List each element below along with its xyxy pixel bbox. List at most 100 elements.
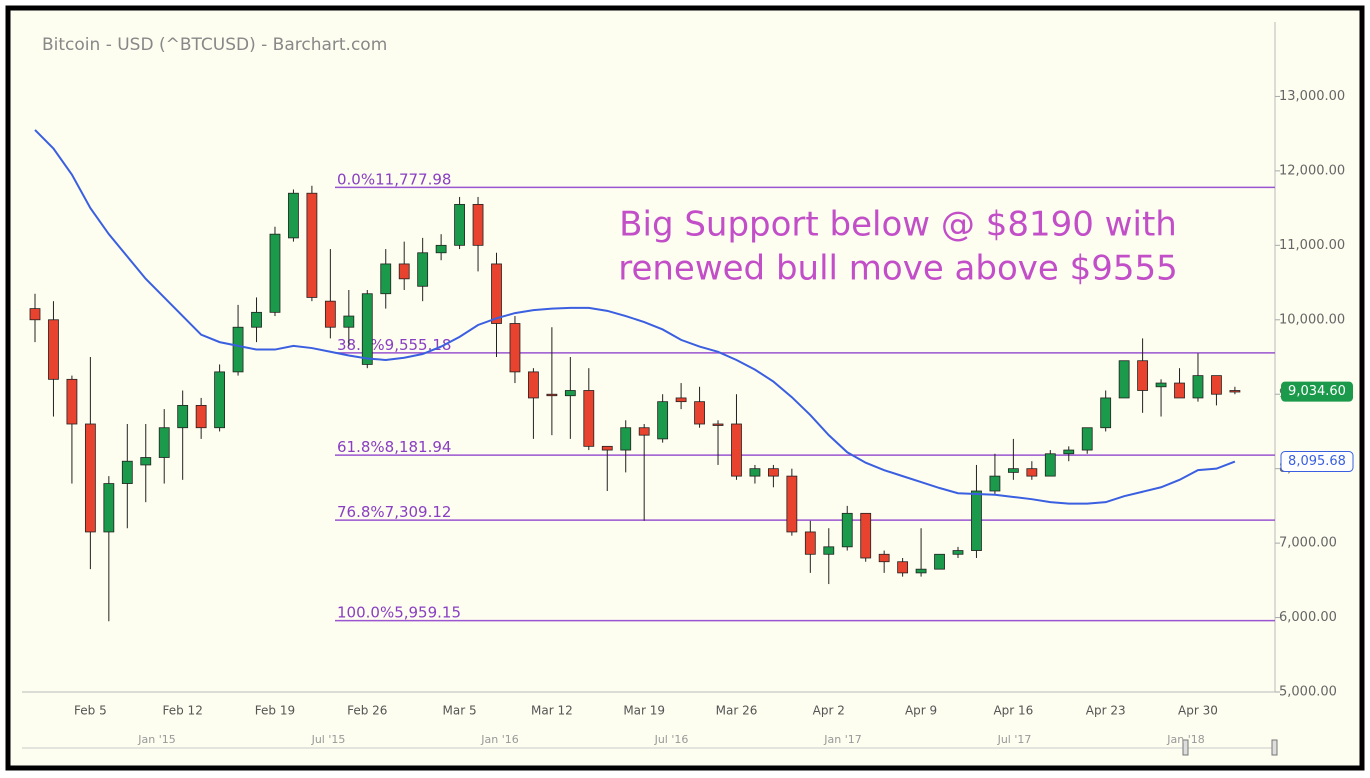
candle-body — [306, 192, 318, 298]
moving-average — [34, 129, 1236, 505]
x-tick-label: Feb 26 — [347, 704, 387, 718]
candle-body — [860, 512, 872, 559]
candle-body — [288, 192, 299, 239]
candle-body — [768, 468, 779, 477]
candle-body — [583, 390, 595, 447]
navigator-label: Jan '18 — [1166, 733, 1204, 746]
annotation: Big Support below @ $8190 with — [619, 205, 1177, 245]
fib-label: 61.8%8,181.94 — [337, 438, 451, 456]
candle-body — [103, 483, 115, 533]
fib-value: 7,309.12 — [385, 503, 452, 521]
x-tick-label: Feb 19 — [255, 704, 295, 718]
candle-body — [528, 371, 539, 399]
candle-body — [1229, 390, 1241, 393]
ma-last-box — [1280, 451, 1354, 473]
candle-body — [398, 263, 410, 280]
candle-body — [1155, 382, 1167, 388]
y-tick-label: 7,000.00 — [1279, 536, 1337, 551]
candle-body — [1137, 360, 1148, 391]
candle-body — [214, 371, 226, 429]
candle-body — [140, 457, 152, 466]
candle-body — [823, 546, 835, 555]
ma-last-label: 8,095.68 — [1288, 454, 1346, 469]
x-tick-label: Mar 26 — [716, 704, 758, 718]
x-tick-label: Apr 23 — [1086, 704, 1126, 718]
candle-body — [546, 393, 558, 397]
candle-body — [564, 390, 576, 397]
candle-body — [509, 323, 521, 373]
candle-body — [1192, 375, 1204, 399]
candle-body — [1211, 375, 1222, 395]
candle-body — [232, 326, 244, 373]
candle-body — [84, 423, 96, 533]
candle-body — [491, 263, 502, 324]
navigator-label: Jul '17 — [997, 733, 1032, 746]
candle-body — [269, 233, 281, 313]
candle-body — [638, 427, 650, 436]
fib-value: 9,555.18 — [385, 335, 452, 353]
candle-body — [897, 561, 909, 574]
candle-body — [177, 404, 189, 429]
candle-body — [915, 568, 927, 574]
candle-body — [1118, 360, 1130, 399]
candle-body — [435, 244, 447, 254]
y-tick-label: 6,000.00 — [1279, 610, 1337, 625]
fib-percent: 0.0% — [337, 170, 375, 188]
navigator-label: Jan '15 — [137, 733, 175, 746]
candle-body — [29, 308, 41, 321]
candle-body — [620, 427, 632, 451]
candle-body — [786, 475, 798, 533]
candle-body — [195, 404, 207, 429]
candle-body — [989, 475, 1001, 492]
candle-body — [380, 263, 392, 295]
candle-body — [675, 397, 687, 403]
candle-body — [1100, 397, 1112, 429]
y-tick-label: 10,000.00 — [1279, 312, 1345, 327]
x-tick-label: Apr 30 — [1178, 704, 1218, 718]
candle-body — [1174, 382, 1185, 399]
x-tick-label: Mar 5 — [443, 704, 477, 718]
last-price-label: 9,034.60 — [1288, 384, 1346, 399]
y-tick-label: 5,000.00 — [1279, 685, 1337, 700]
fib-value: 11,777.98 — [375, 170, 451, 188]
candle-body — [841, 512, 853, 548]
candle-body — [251, 311, 262, 328]
frame — [5, 5, 1365, 771]
candle-body — [417, 252, 429, 287]
navigator-handle[interactable] — [1271, 739, 1278, 756]
candle-body — [1044, 453, 1056, 477]
navigator-handle[interactable] — [1182, 739, 1189, 756]
candle-body — [971, 490, 982, 551]
fib-percent: 76.8% — [337, 503, 385, 521]
candle-body — [121, 460, 133, 484]
x-tick-label: Feb 5 — [74, 704, 107, 718]
candle-body — [601, 445, 613, 451]
x-tick-label: Apr 2 — [813, 704, 845, 718]
candle-body — [1063, 449, 1075, 455]
candle-body — [361, 293, 373, 365]
navigator-label: Jul '15 — [311, 733, 346, 746]
fib-percent: 100.0% — [337, 603, 394, 621]
candle-body — [472, 203, 484, 246]
candle-body — [1026, 468, 1038, 477]
navigator-label: Jul '16 — [654, 733, 689, 746]
fib-value: 8,181.94 — [385, 438, 452, 456]
x-tick-label: Mar 12 — [531, 704, 573, 718]
candle-body — [657, 401, 669, 440]
candle-body — [731, 423, 742, 477]
candle-body — [749, 468, 761, 477]
candle-body — [934, 553, 945, 570]
fib-label: 38.2%9,555.18 — [337, 335, 451, 353]
candle-body — [66, 378, 78, 425]
navigator-label: Jan '16 — [480, 733, 518, 746]
candle-body — [343, 315, 355, 328]
candle-body — [952, 550, 964, 555]
candle-body — [324, 300, 336, 328]
fib-label: 100.0%5,959.15 — [337, 603, 461, 621]
x-tick-label: Mar 19 — [623, 704, 665, 718]
x-tick-label: Feb 12 — [163, 704, 203, 718]
last-price-box — [1281, 381, 1353, 402]
y-tick-label: 13,000.00 — [1279, 89, 1345, 104]
